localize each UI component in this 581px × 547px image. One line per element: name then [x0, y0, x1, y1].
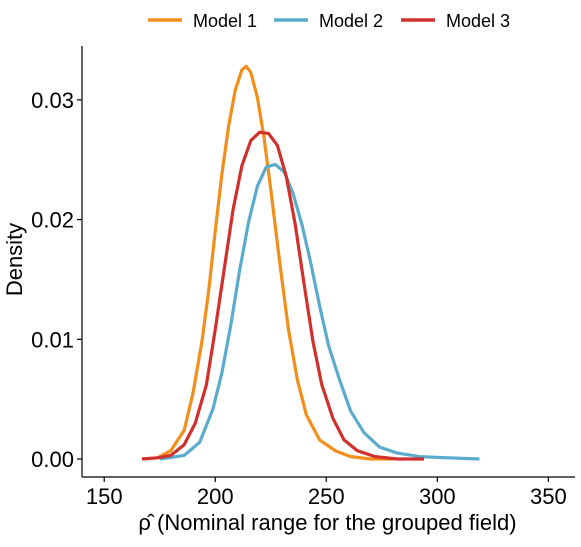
series-line-model-3 — [141, 130, 424, 461]
series-line-model-1 — [141, 64, 393, 461]
x-axis-ticks: 150 200 250 300 350 — [86, 477, 567, 509]
x-tick-label: 300 — [419, 484, 456, 509]
x-tick-label: 150 — [86, 484, 123, 509]
y-tick-label: 0.01 — [31, 327, 74, 352]
y-axis-ticks: 0.00 0.01 0.02 0.03 — [31, 88, 82, 472]
legend: Model 1 Model 2 Model 3 — [148, 11, 510, 31]
x-tick-label: 350 — [530, 484, 567, 509]
plot-area: 150 200 250 300 350 0.00 0.01 0.02 0.03 — [31, 46, 575, 509]
legend-label-model-1: Model 1 — [193, 11, 257, 31]
y-axis-title: Density — [2, 223, 27, 296]
x-axis-title: ρ̂ (Nominal range for the grouped field) — [138, 510, 516, 535]
legend-label-model-3: Model 3 — [446, 11, 510, 31]
y-tick-label: 0.00 — [31, 447, 74, 472]
x-tick-label: 250 — [308, 484, 345, 509]
legend-label-model-2: Model 2 — [319, 11, 383, 31]
y-tick-label: 0.02 — [31, 208, 74, 233]
x-tick-label: 200 — [197, 484, 234, 509]
series-layer — [141, 64, 480, 461]
y-tick-label: 0.03 — [31, 88, 74, 113]
series-line-model-2 — [159, 162, 480, 461]
